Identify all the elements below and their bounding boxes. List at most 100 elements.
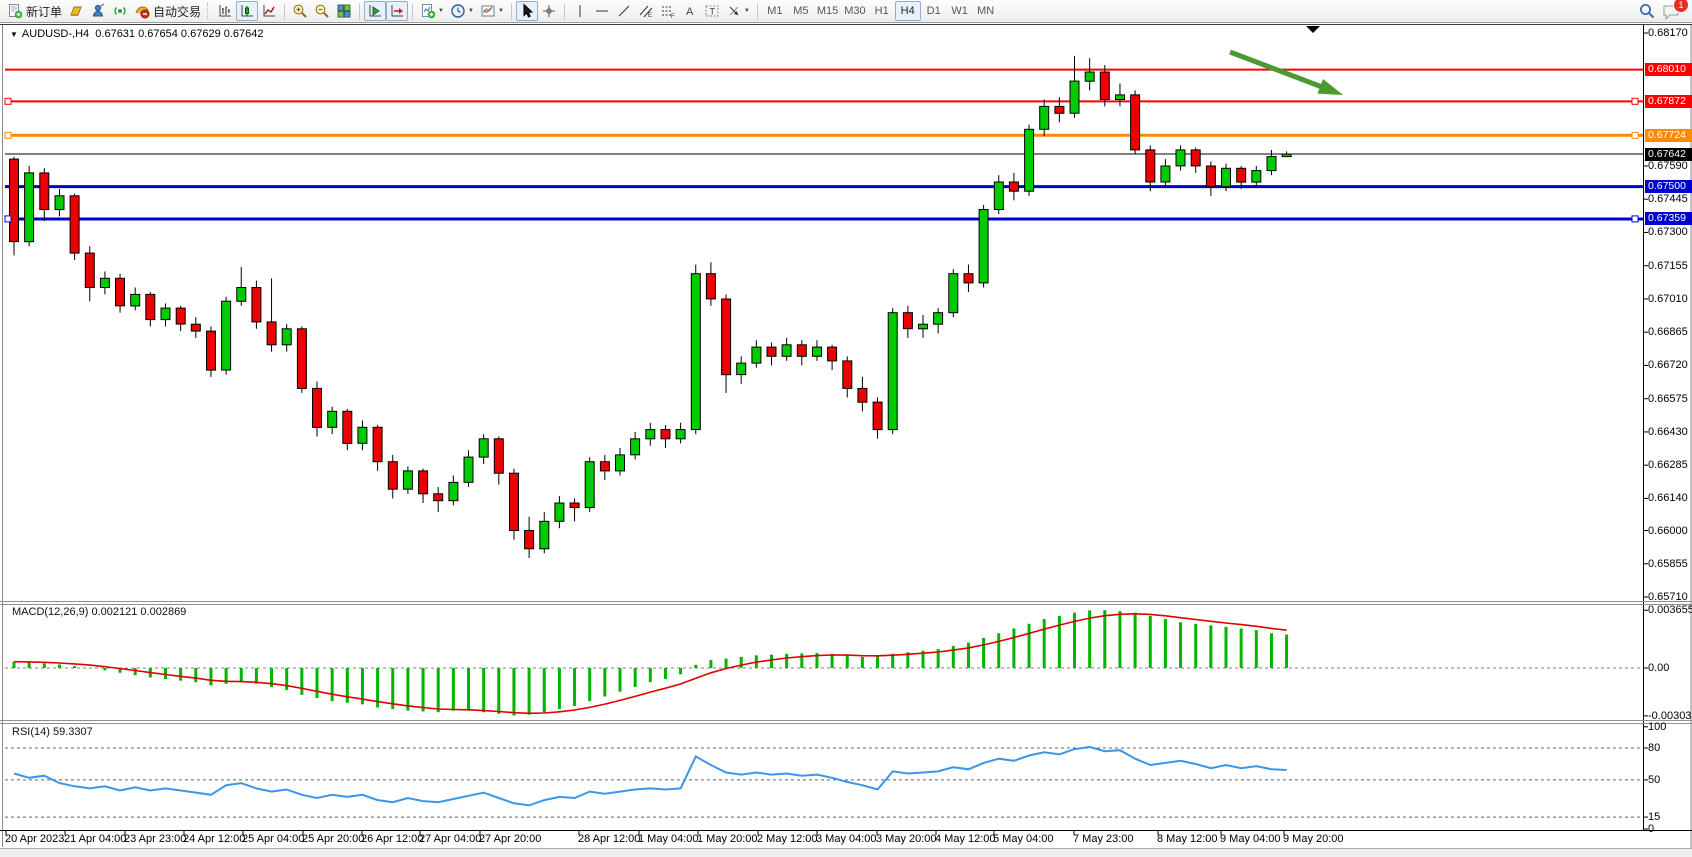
- line-chart-icon: [263, 5, 276, 17]
- cursor-icon: [523, 3, 534, 18]
- symbol-label: AUDUSD-,H4: [21, 28, 90, 40]
- rsi-tick: 100: [1648, 721, 1667, 733]
- macd-tick: -0.00303: [1648, 710, 1692, 722]
- text-label-icon: T: [705, 5, 719, 17]
- chevron-down-icon: ▼: [497, 8, 504, 14]
- bar-chart-button[interactable]: [214, 1, 236, 21]
- chart-shift-icon: [369, 5, 382, 17]
- vertical-line-icon: [579, 5, 581, 17]
- main-toolbar: 新订单 自动交易 ▼ ▼: [0, 0, 1692, 23]
- timeframe-button-W1[interactable]: W1: [951, 5, 968, 17]
- timeframe-button-D1[interactable]: D1: [926, 5, 941, 17]
- toolbar-separator: [359, 2, 361, 20]
- trendline-button[interactable]: [613, 1, 635, 21]
- new-order-label: 新订单: [26, 4, 63, 19]
- price-tick: 0.65710: [1648, 591, 1688, 603]
- clock-icon: [451, 4, 465, 18]
- rsi-label: RSI(14) 59.3307: [12, 726, 93, 738]
- time-tick-label: 1 May 04:00: [638, 833, 699, 845]
- new-order-icon: [9, 4, 23, 19]
- svg-text:T: T: [709, 7, 715, 17]
- toolbar-separator: [563, 2, 565, 20]
- zoom-out-button[interactable]: [311, 1, 333, 21]
- ohlc-toggle-icon[interactable]: ▼: [10, 30, 18, 39]
- toolbar-separator: [412, 2, 414, 20]
- chevron-down-icon: ▼: [467, 8, 474, 14]
- time-tick-label: 25 Apr 20:00: [302, 833, 365, 845]
- time-tick-label: 5 May 04:00: [993, 833, 1054, 845]
- macd-name: MACD(12,26,9): [12, 606, 89, 618]
- toolbar-separator: [284, 2, 286, 20]
- cursor-button[interactable]: [515, 1, 538, 21]
- price-tick: 0.67155: [1648, 260, 1688, 272]
- new-order-button[interactable]: 新订单: [4, 1, 65, 21]
- time-tick-label: 25 Apr 04:00: [242, 833, 305, 845]
- auto-scroll-button[interactable]: [386, 1, 409, 21]
- timeframe-button-M1[interactable]: M1: [767, 5, 783, 17]
- indicators-button[interactable]: ▼: [417, 1, 447, 21]
- crosshair-button[interactable]: [538, 1, 560, 21]
- time-tick-label: 9 May 04:00: [1220, 833, 1281, 845]
- text-label-button[interactable]: T: [701, 1, 723, 21]
- price-tick: 0.66140: [1648, 492, 1688, 504]
- timeframe-button-M30[interactable]: M30: [844, 5, 866, 17]
- macd-values: 0.002121 0.002869: [91, 606, 187, 618]
- price-tick: 0.68170: [1648, 27, 1688, 39]
- timeframe-button-MN[interactable]: MN: [977, 5, 995, 17]
- templates-button[interactable]: ▼: [477, 1, 507, 21]
- time-tick-label: 27 Apr 20:00: [479, 833, 542, 845]
- fibonacci-button[interactable]: F: [657, 1, 679, 21]
- line-chart-button[interactable]: [258, 1, 280, 21]
- macd-tick: 0.003655: [1648, 604, 1692, 616]
- chart-profiles-button[interactable]: [65, 1, 87, 21]
- tile-windows-button[interactable]: [333, 1, 355, 21]
- timeframe-button-H4[interactable]: H4: [894, 1, 921, 21]
- periods-button[interactable]: ▼: [447, 1, 477, 21]
- window-bottom-strip: [0, 848, 1692, 857]
- market-watch-button[interactable]: [87, 1, 109, 21]
- timeframe-button-H1[interactable]: H1: [874, 5, 889, 17]
- svg-text:F: F: [671, 14, 675, 19]
- price-line-label: 0.67500: [1645, 180, 1692, 193]
- candlestick-button[interactable]: [236, 1, 259, 21]
- candlestick-icon: [241, 5, 254, 17]
- price-line-label: 0.67359: [1645, 212, 1692, 225]
- price-tick: 0.67010: [1648, 293, 1688, 305]
- templates-icon: [481, 5, 495, 17]
- time-tick-label: 7 May 23:00: [1073, 833, 1134, 845]
- text-button[interactable]: A: [679, 1, 701, 21]
- price-line-label: 0.67642: [1645, 148, 1692, 161]
- price-tick: 0.65855: [1648, 558, 1688, 570]
- horizontal-line-button[interactable]: [591, 1, 613, 21]
- zoom-in-button[interactable]: [289, 1, 311, 21]
- timeframe-button-M15[interactable]: M15: [816, 5, 839, 17]
- time-tick-label: 8 May 12:00: [1157, 833, 1218, 845]
- chart-shift-button[interactable]: [364, 1, 387, 21]
- price-tick: 0.66575: [1648, 393, 1688, 405]
- time-tick-label: 1 May 20:00: [697, 833, 758, 845]
- time-tick-label: 3 May 20:00: [876, 833, 937, 845]
- rsi-name: RSI(14): [12, 726, 50, 738]
- time-tick-label: 20 Apr 2023: [5, 833, 65, 845]
- signals-button[interactable]: [109, 1, 131, 21]
- search-icon: [1640, 4, 1655, 19]
- vertical-line-button[interactable]: [569, 1, 591, 21]
- svg-text:E: E: [648, 13, 652, 19]
- arrows-button[interactable]: ▼: [723, 1, 753, 21]
- arrows-icon: [729, 6, 739, 16]
- macd-tick: 0.00: [1648, 662, 1670, 674]
- market-watch-icon: [92, 3, 105, 17]
- autotrade-button[interactable]: 自动交易: [131, 1, 204, 21]
- price-line-label: 0.67724: [1645, 129, 1692, 142]
- timeframe-button-M5[interactable]: M5: [793, 5, 809, 17]
- tile-windows-icon: [337, 4, 351, 18]
- search-button[interactable]: [1635, 1, 1659, 21]
- price-tick: 0.67445: [1648, 193, 1688, 205]
- autotrade-label: 自动交易: [153, 4, 202, 19]
- chat-button[interactable]: 1: [1659, 0, 1689, 21]
- symbol-ohlc-line: ▼ AUDUSD-,H4 0.67631 0.67654 0.67629 0.67…: [10, 28, 264, 40]
- trendline-icon: [618, 5, 630, 17]
- time-tick-label: 2 May 12:00: [757, 833, 818, 845]
- equidistant-channel-button[interactable]: E: [635, 1, 657, 21]
